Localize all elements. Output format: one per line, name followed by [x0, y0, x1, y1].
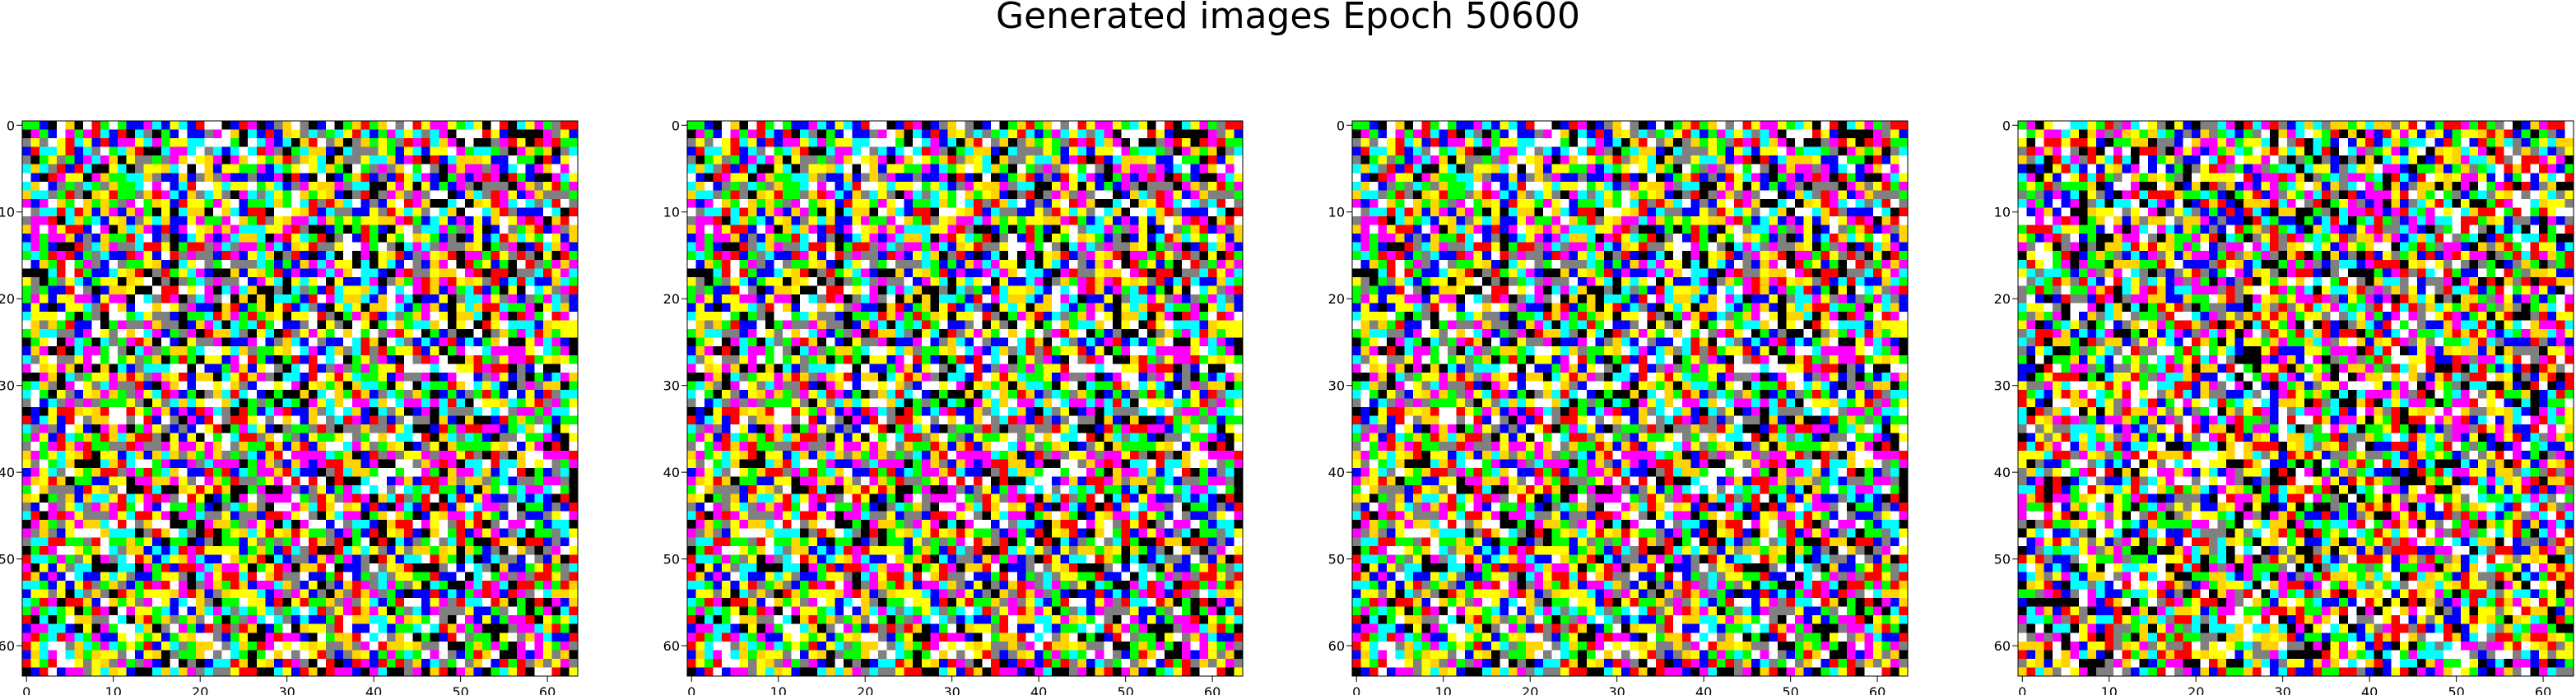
- x-tick-label: 50: [2448, 684, 2464, 695]
- x-tick-label: 40: [365, 684, 382, 695]
- x-tick-label: 40: [1030, 684, 1047, 695]
- y-tick-label: 60: [663, 638, 680, 654]
- y-tick-label: 20: [1328, 291, 1345, 307]
- pixel-grid: [2018, 121, 2574, 677]
- y-tick-label: 10: [0, 205, 15, 220]
- y-tick-label: 10: [1328, 205, 1345, 220]
- x-tick-label: 40: [1695, 684, 1712, 695]
- y-tick-label: 30: [1994, 378, 2011, 394]
- x-tick-label: 20: [2188, 684, 2204, 695]
- x-tick-label: 60: [539, 684, 556, 695]
- x-tick-label: 60: [1204, 684, 1221, 695]
- y-tick-label: 30: [663, 378, 680, 394]
- y-tick-label: 30: [0, 378, 15, 394]
- y-tick-label: 10: [663, 205, 680, 220]
- y-tick-label: 20: [663, 291, 680, 307]
- y-tick-label: 40: [0, 465, 15, 480]
- y-tick-label: 50: [1994, 552, 2011, 568]
- y-tick-label: 0: [672, 118, 680, 133]
- x-tick-label: 50: [1782, 684, 1798, 695]
- x-tick-label: 30: [2275, 684, 2291, 695]
- x-tick-label: 30: [944, 684, 960, 695]
- x-tick-label: 50: [1117, 684, 1133, 695]
- axes-frame: [1351, 120, 1909, 677]
- pixel-grid: [22, 121, 579, 677]
- x-tick-label: 0: [1352, 684, 1360, 695]
- figure-title: Generated images Epoch 50600: [995, 0, 1581, 37]
- y-tick-label: 60: [1328, 638, 1345, 654]
- y-tick-label: 0: [7, 118, 15, 133]
- y-tick-label: 0: [2002, 118, 2011, 133]
- y-tick-label: 10: [1994, 205, 2011, 220]
- pixel-grid: [687, 121, 1244, 677]
- x-tick-label: 20: [192, 684, 208, 695]
- x-tick-label: 60: [2535, 684, 2551, 695]
- y-tick-label: 40: [663, 465, 680, 480]
- x-tick-label: 0: [687, 684, 695, 695]
- y-tick-label: 50: [663, 552, 680, 568]
- x-tick-label: 0: [2018, 684, 2026, 695]
- x-tick-label: 0: [22, 684, 30, 695]
- x-tick-label: 30: [279, 684, 295, 695]
- x-tick-label: 10: [2101, 684, 2118, 695]
- y-tick-label: 40: [1994, 465, 2011, 480]
- y-tick-label: 20: [0, 291, 15, 307]
- pixel-grid: [1352, 121, 1909, 677]
- x-tick-label: 10: [1435, 684, 1452, 695]
- y-tick-label: 20: [1994, 291, 2011, 307]
- y-tick-label: 50: [1328, 552, 1345, 568]
- y-tick-label: 30: [1328, 378, 1345, 394]
- y-tick-label: 50: [0, 552, 15, 568]
- axes-frame: [2017, 120, 2574, 677]
- y-tick-label: 0: [1337, 118, 1345, 133]
- x-tick-label: 10: [770, 684, 787, 695]
- x-tick-label: 10: [105, 684, 122, 695]
- axes-frame: [21, 120, 579, 677]
- x-tick-label: 50: [452, 684, 468, 695]
- y-tick-label: 40: [1328, 465, 1345, 480]
- axes-frame: [686, 120, 1244, 677]
- x-tick-label: 20: [1522, 684, 1538, 695]
- x-tick-label: 20: [857, 684, 873, 695]
- y-tick-label: 60: [1994, 638, 2011, 654]
- x-tick-label: 40: [2361, 684, 2378, 695]
- x-tick-label: 60: [1869, 684, 1886, 695]
- x-tick-label: 30: [1609, 684, 1625, 695]
- y-tick-label: 60: [0, 638, 15, 654]
